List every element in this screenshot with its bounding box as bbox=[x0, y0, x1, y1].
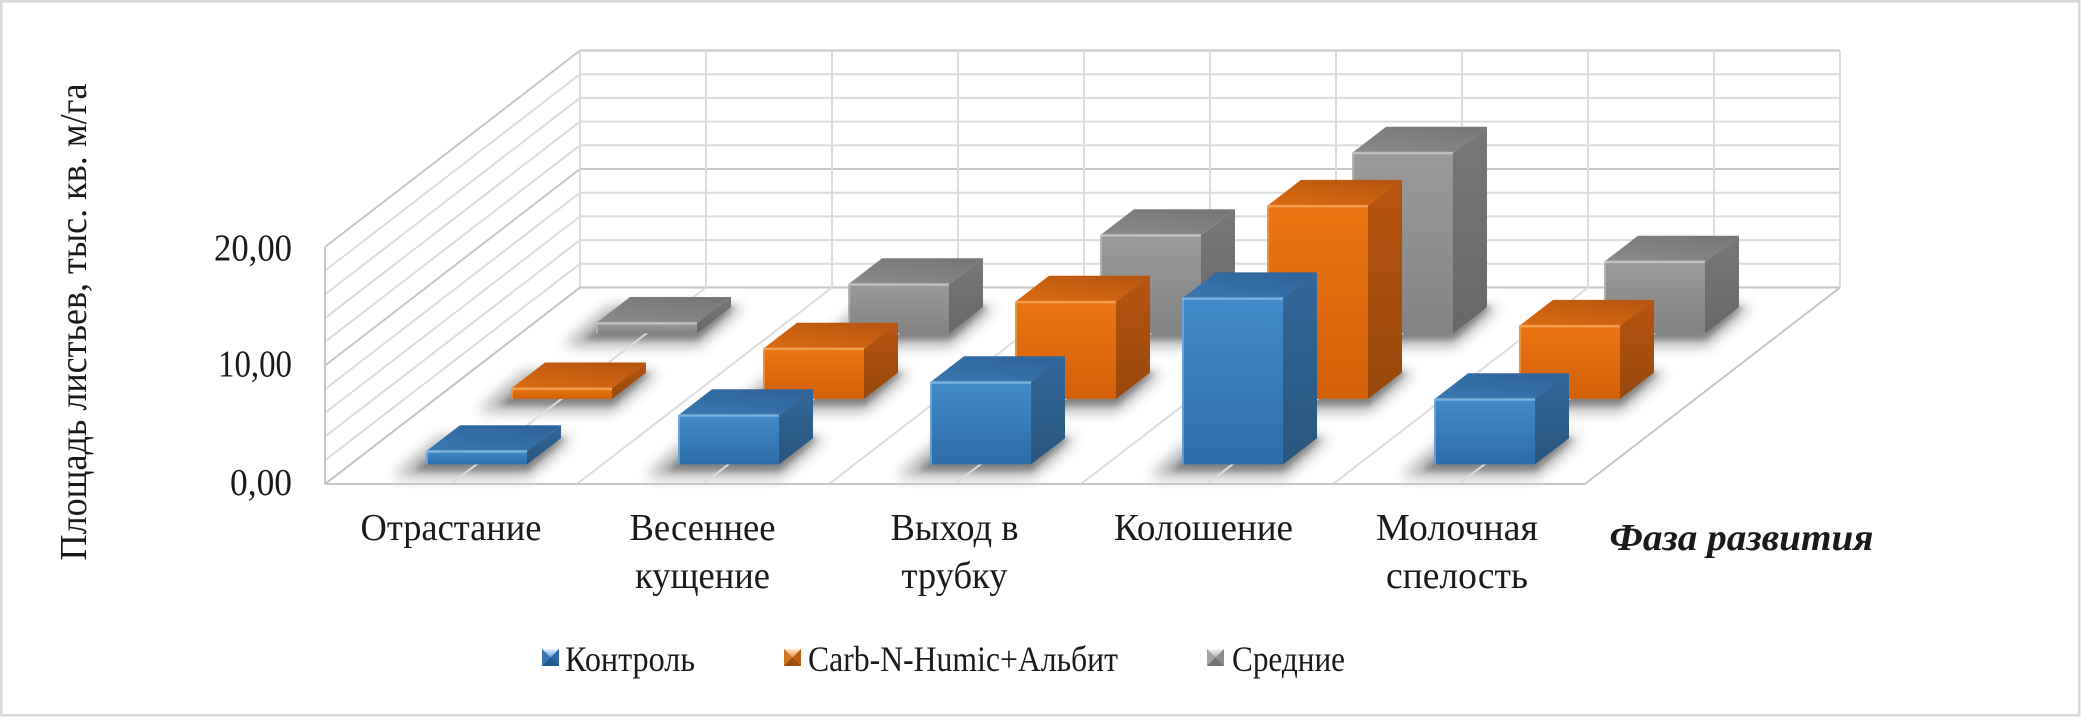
svg-text:Carb-N-Humic+Альбит: Carb-N-Humic+Альбит bbox=[808, 639, 1118, 679]
svg-text:трубку: трубку bbox=[902, 555, 1008, 597]
svg-text:Площадь листьев, тыс. кв. м/га: Площадь листьев, тыс. кв. м/га bbox=[53, 83, 95, 560]
svg-text:Молочная: Молочная bbox=[1376, 507, 1538, 549]
svg-text:Контроль: Контроль bbox=[565, 639, 695, 679]
svg-text:Весеннее: Весеннее bbox=[630, 507, 776, 549]
svg-text:0,00: 0,00 bbox=[230, 462, 292, 504]
svg-text:10,00: 10,00 bbox=[218, 344, 292, 386]
svg-text:Фаза развития: Фаза развития bbox=[1610, 517, 1874, 559]
svg-text:20,00: 20,00 bbox=[214, 228, 292, 270]
svg-text:Выход в: Выход в bbox=[891, 507, 1019, 549]
svg-text:Колошение: Колошение bbox=[1114, 507, 1293, 549]
svg-text:кущение: кущение bbox=[635, 555, 770, 597]
svg-text:спелость: спелость bbox=[1386, 555, 1528, 597]
svg-text:Отрастание: Отрастание bbox=[361, 507, 542, 549]
svg-text:Средние: Средние bbox=[1232, 639, 1345, 679]
